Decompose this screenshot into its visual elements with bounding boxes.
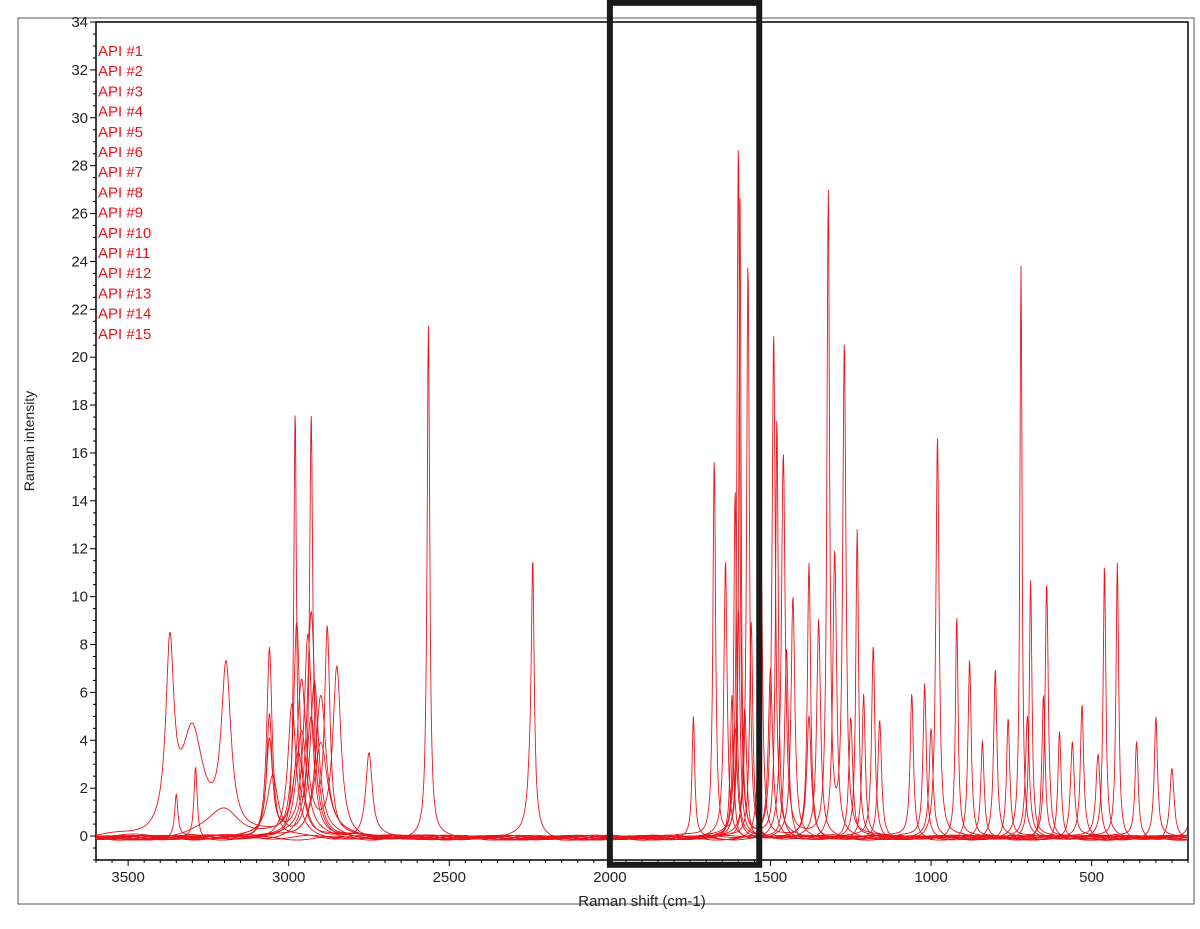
y-tick-label: 18: [71, 397, 88, 414]
series-line-api-12: [96, 668, 1188, 841]
y-tick-label: 10: [71, 589, 88, 606]
legend-entry: API #5: [98, 124, 143, 141]
legend-entry: API #9: [98, 205, 143, 222]
legend-entry: API #8: [98, 184, 143, 201]
y-tick-label: 2: [80, 780, 88, 797]
y-tick-label: 0: [80, 828, 88, 845]
y-tick-label: 26: [71, 206, 88, 223]
legend-entry: API #6: [98, 144, 143, 161]
legend-entry: API #11: [98, 245, 150, 262]
highlight-box: [606, 0, 763, 868]
y-tick-label: 6: [80, 684, 88, 701]
figure-frame: [17, 17, 1195, 905]
legend-entry: API #1: [98, 43, 143, 60]
legend-entry: API #13: [98, 285, 151, 302]
series-layer: [95, 150, 1189, 841]
y-tick-label: 20: [71, 349, 88, 366]
y-tick-label: 8: [80, 637, 88, 654]
x-tick-label: 1000: [914, 869, 947, 886]
x-tick-label: 500: [1079, 869, 1104, 886]
plot-area: [95, 21, 1189, 861]
y-tick-label: 34: [71, 14, 88, 31]
legend-entry: API #7: [98, 164, 143, 181]
x-tick-label: 3000: [272, 869, 305, 886]
legend: API #1 API #2 API #3 API #4 API #5 API #6 API …: [98, 43, 151, 343]
y-tick-label: 4: [80, 732, 88, 749]
y-tick-label: 24: [71, 253, 88, 270]
x-tick-label: 1500: [754, 869, 787, 886]
x-tick-label: 2000: [593, 869, 626, 886]
y-tick-label: 16: [71, 445, 88, 462]
x-tick-label: 2500: [433, 869, 466, 886]
legend-entry: API #15: [98, 326, 151, 343]
legend-entry: API #4: [98, 104, 143, 121]
legend-entry: API #14: [98, 306, 151, 323]
y-tick-label: 32: [71, 62, 88, 79]
series-line-api-11: [96, 649, 1188, 841]
legend-entry: API #3: [98, 83, 143, 100]
legend-entry: API #2: [98, 63, 143, 80]
y-tick-label: 12: [71, 541, 88, 558]
y-tick-label: 14: [71, 493, 88, 510]
y-tick-label: 28: [71, 158, 88, 175]
y-axis-label: Raman intensity: [21, 391, 37, 491]
legend-entry: API #12: [98, 265, 151, 282]
y-tick-label: 30: [71, 110, 88, 127]
x-axis: 3500 3000 2500 2000 1500 1000 500: [95, 860, 1189, 886]
x-axis-label: Raman shift (cm-1): [578, 893, 706, 910]
legend-entry: API #10: [98, 225, 151, 242]
y-tick-label: 22: [71, 301, 88, 318]
x-tick-label: 3500: [111, 869, 144, 886]
series-line-api-15: [96, 715, 1188, 840]
highlight-box-layer: [606, 0, 763, 868]
